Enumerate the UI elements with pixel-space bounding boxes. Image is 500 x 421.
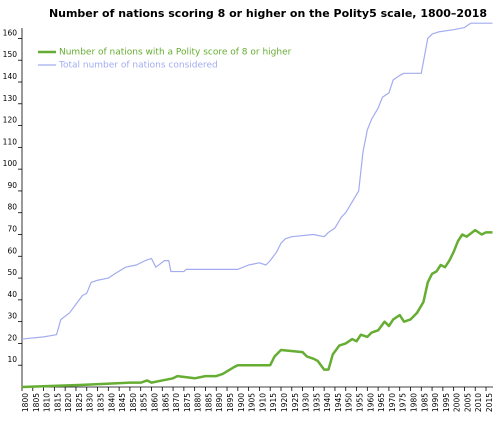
legend-label: Number of nations with a Polity score of…	[59, 48, 292, 58]
x-tick-label: 1955	[356, 393, 365, 412]
y-tick-label: 90	[7, 181, 17, 190]
y-tick-label: 50	[7, 268, 17, 277]
y-tick-label: 40	[7, 290, 17, 299]
x-tick-label: 1890	[215, 393, 224, 412]
x-tick-label: 1895	[226, 393, 235, 412]
x-tick-label: 1800	[21, 393, 30, 412]
x-tick-label: 2010	[474, 393, 483, 412]
x-tick-label: 1950	[345, 393, 354, 412]
x-tick-label: 1960	[366, 393, 375, 412]
y-tick-label: 130	[3, 94, 18, 103]
x-tick-label: 1805	[32, 393, 41, 412]
x-tick-label: 1980	[409, 393, 418, 412]
x-tick-label: 1850	[129, 393, 138, 412]
x-tick-label: 1875	[183, 393, 192, 412]
x-tick-label: 1845	[118, 393, 127, 412]
y-tick-label: 20	[7, 333, 17, 342]
x-tick-label: 2005	[463, 393, 472, 412]
x-tick-label: 1995	[442, 393, 451, 412]
x-tick-label: 1855	[140, 393, 149, 412]
x-tick-label: 2000	[453, 393, 462, 412]
x-tick-label: 1870	[172, 393, 181, 412]
x-tick-label: 1930	[302, 393, 311, 412]
y-tick-label: 70	[7, 225, 17, 234]
x-tick-label: 1970	[388, 393, 397, 412]
x-tick-label: 1920	[280, 393, 289, 412]
x-tick-label: 1975	[399, 393, 408, 412]
x-tick-label: 1860	[150, 393, 159, 412]
y-tick-label: 160	[3, 28, 18, 37]
x-tick-label: 1910	[258, 393, 267, 412]
x-tick-label: 1885	[204, 393, 213, 412]
x-tick-label: 1815	[53, 393, 62, 412]
y-tick-label: 100	[3, 159, 18, 168]
x-tick-label: 1865	[161, 393, 170, 412]
x-tick-label: 1985	[420, 393, 429, 412]
y-tick-label: 80	[7, 203, 17, 212]
y-tick-label: 60	[7, 246, 17, 255]
x-tick-label: 1990	[431, 393, 440, 412]
x-tick-label: 1810	[43, 393, 52, 412]
y-tick-label: 30	[7, 312, 17, 321]
x-tick-label: 1935	[312, 393, 321, 412]
x-tick-label: 1825	[75, 393, 84, 412]
series-line	[21, 228, 493, 389]
x-tick-label: 1830	[86, 393, 95, 412]
x-tick-label: 1840	[107, 393, 116, 412]
y-tick-label: 150	[3, 50, 18, 59]
y-tick-label: 120	[3, 116, 18, 125]
x-tick-label: 1940	[323, 393, 332, 412]
x-tick-label: 1905	[248, 393, 257, 412]
x-tick-label: 1945	[334, 393, 343, 412]
chart-title: Number of nations scoring 8 or higher on…	[49, 7, 487, 20]
x-tick-label: 1880	[194, 393, 203, 412]
x-tick-label: 1915	[269, 393, 278, 412]
x-tick-label: 1965	[377, 393, 386, 412]
y-tick-label: 140	[3, 72, 18, 81]
y-tick-label: 110	[3, 137, 18, 146]
series-line	[21, 22, 493, 340]
x-tick-label: 1900	[237, 393, 246, 412]
x-tick-label: 1835	[97, 393, 106, 412]
x-tick-label: 1925	[291, 393, 300, 412]
y-tick-label: 10	[7, 355, 17, 364]
x-tick-label: 2015	[485, 393, 494, 412]
legend-label: Total number of nations considered	[58, 61, 218, 71]
x-tick-label: 1820	[64, 393, 73, 412]
